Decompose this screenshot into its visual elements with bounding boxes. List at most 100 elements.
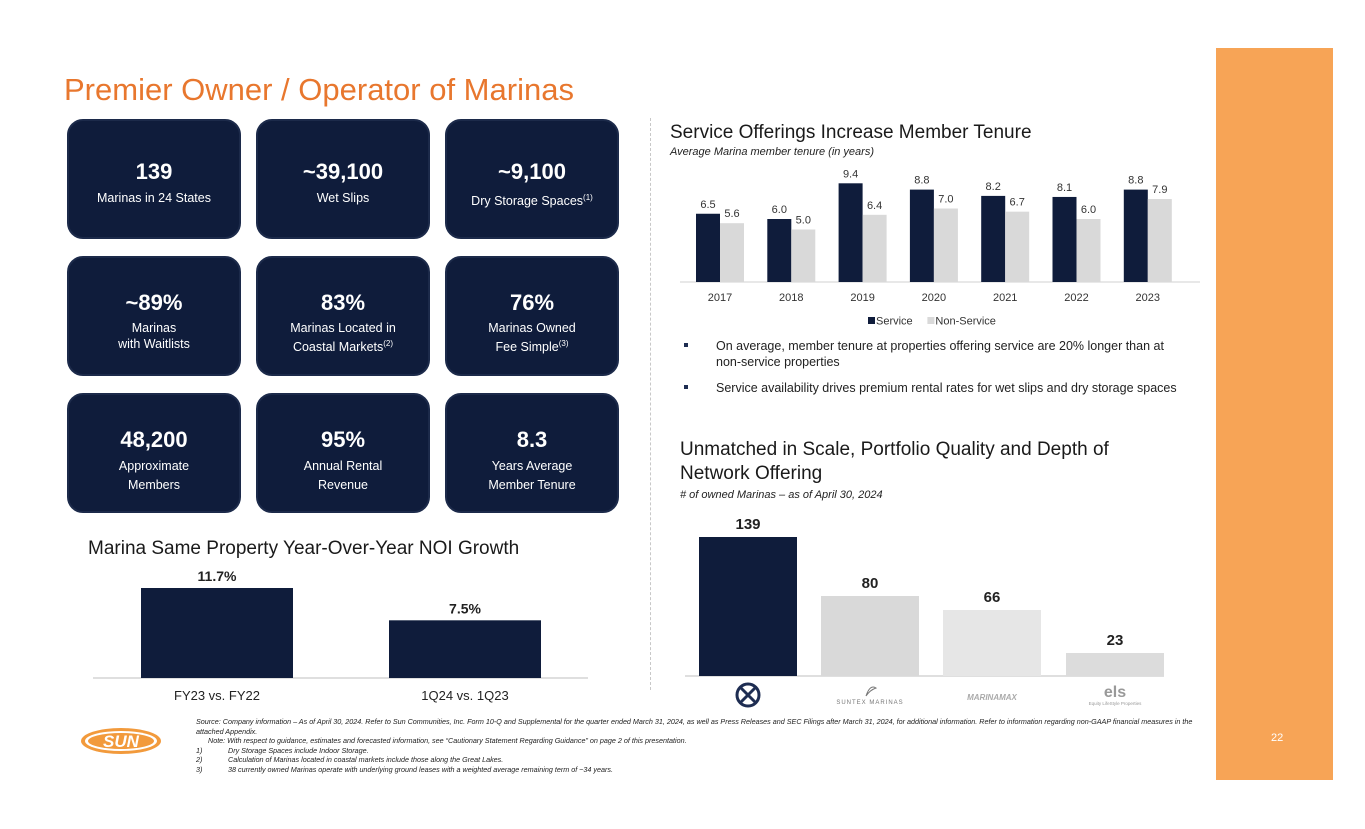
x-tick-label: 2021	[993, 292, 1017, 304]
data-label: 80	[862, 575, 879, 592]
stat-label-line2: with Waitlists	[118, 337, 190, 351]
bullet-marker	[684, 343, 688, 347]
bar-0	[141, 588, 293, 678]
x-tick-label: els	[1104, 684, 1126, 701]
data-label: 7.0	[938, 194, 953, 206]
page-number: 22	[1271, 732, 1284, 744]
stat-value: 48,200	[120, 427, 188, 452]
stat-label: Years Average	[491, 459, 573, 473]
data-label: 6.7	[1010, 197, 1025, 209]
bullet-list: On average, member tenure at properties …	[680, 338, 1180, 406]
data-label: 6.5	[700, 199, 715, 211]
legend-swatch	[927, 317, 935, 324]
stat-label-line2: Member Tenure	[488, 478, 576, 492]
data-label: 23	[1107, 632, 1124, 649]
footnote-ref: (2)	[383, 339, 394, 348]
scale-bar-chart: 139 80 66 23 SUNTEX MARINAS MARINAMAX elsEquit…	[685, 516, 1164, 708]
x-tick-label: 2019	[850, 292, 874, 304]
noi-bar-chart: 11.7% FY23 vs. FY22 7.5% 1Q24 vs. 1Q23	[93, 568, 588, 703]
sun-marinas-logo-stroke	[738, 685, 758, 705]
stat-value: 76%	[509, 290, 555, 315]
stat-card-fee-simple: 76% Marinas Owned Fee Simple(3)	[445, 256, 619, 376]
data-label: 8.8	[1128, 175, 1143, 187]
footnote-ref: (1)	[583, 193, 593, 202]
footnote-item: 1) Dry Storage Spaces include Indoor Stor…	[196, 745, 369, 755]
stat-label: Marinas	[131, 321, 177, 335]
x-tick-label: SUNTEX MARINAS	[836, 700, 903, 706]
stat-value: 8.3	[516, 427, 548, 452]
data-label: 8.2	[986, 181, 1001, 193]
bullet-text: Service availability drives premium rent…	[716, 381, 1177, 395]
sun-communities-logo: SUN	[81, 728, 161, 754]
bar-3	[1066, 653, 1164, 676]
stat-value: ~89%	[125, 290, 183, 315]
legend-label: Service	[876, 316, 913, 328]
bar-service-2023	[1123, 189, 1148, 282]
data-label: 7.9	[1152, 184, 1167, 196]
bar-2	[943, 610, 1041, 676]
stat-card-wet-slips: ~39,100 Wet Slips	[256, 119, 430, 239]
stat-label-line2: Fee Simple	[495, 340, 559, 355]
bar-non-service-2019	[862, 214, 887, 282]
stat-label: Dry Storage Spaces	[471, 194, 584, 209]
bar-1	[389, 620, 541, 678]
x-tick-label: 1Q24 vs. 1Q23	[421, 688, 508, 703]
footnote-source: Source: Company information – As of Apri…	[196, 717, 1193, 736]
footnote-item: 2) Calculation of Marinas located in coas…	[196, 755, 504, 765]
data-label: 139	[735, 516, 760, 533]
x-tick-label: 2023	[1136, 292, 1160, 304]
legend-swatch	[868, 317, 875, 324]
stat-label-line2: Revenue	[317, 478, 369, 492]
scale-heading-line2: Network Offering	[680, 463, 823, 484]
footnotes: Source: Company information – As of Apri…	[196, 717, 1206, 775]
stat-label-line2: Coastal Markets	[292, 340, 384, 355]
stat-value: 95%	[320, 427, 366, 452]
data-label: 6.4	[867, 200, 882, 212]
stat-value: 83%	[320, 290, 366, 315]
stat-card-marinas: 139 Marinas in 24 States	[67, 119, 241, 239]
bar-service-2020	[909, 189, 934, 282]
bar-service-2018	[767, 219, 792, 282]
sun-marinas-logo-icon	[735, 682, 761, 708]
bullet-text: On average, member tenure at properties …	[716, 339, 1164, 369]
stat-card-tenure: 8.3 Years Average Member Tenure	[445, 393, 619, 513]
bar-non-service-2020	[933, 208, 958, 282]
data-label: 66	[984, 589, 1001, 606]
bar-1	[821, 596, 919, 676]
data-label: 11.7%	[198, 568, 237, 584]
data-label: 5.6	[724, 208, 739, 220]
scale-heading-line1: Unmatched in Scale, Portfolio Quality an…	[680, 439, 1109, 460]
suntex-logo-icon	[865, 686, 878, 697]
scale-heading: Unmatched in Scale, Portfolio Quality an…	[680, 438, 1109, 486]
stat-value: ~39,100	[302, 159, 384, 184]
bar-0	[699, 537, 797, 676]
x-tick-label: 2018	[779, 292, 803, 304]
bar-non-service-2021	[1005, 211, 1030, 282]
bullet-item: On average, member tenure at properties …	[680, 338, 1180, 370]
tenure-heading: Service Offerings Increase Member Tenure	[670, 122, 1032, 143]
data-label: 9.4	[843, 168, 858, 180]
bar-non-service-2022	[1076, 219, 1101, 282]
x-tick-label: MARINAMAX	[967, 693, 1017, 702]
bullet-marker	[684, 385, 688, 389]
bar-non-service-2017	[720, 223, 744, 282]
data-label: 8.1	[1057, 182, 1072, 194]
stat-card-waitlists: ~89% Marinas with Waitlists	[67, 256, 241, 376]
bar-non-service-2023	[1147, 199, 1172, 282]
noi-heading: Marina Same Property Year-Over-Year NOI …	[88, 538, 520, 559]
tenure-subheading: Average Marina member tenure (in years)	[670, 146, 874, 158]
stat-label: Wet Slips	[316, 191, 370, 205]
x-tick-label: 2020	[922, 292, 946, 304]
legend-label: Non-Service	[935, 316, 996, 328]
stat-label: Annual Rental	[303, 459, 383, 473]
side-accent-bar	[1216, 48, 1333, 780]
stat-label: Marinas Located in	[290, 321, 396, 335]
tenure-bar-chart: 6.5 5.6 2017 6.0 5.0 2018 9.4 6.4 2019 8.8 7.0 2020…	[680, 168, 1200, 328]
x-tick-label: 2022	[1064, 292, 1088, 304]
stat-label: Marinas in 24 States	[97, 191, 211, 205]
page-title: Premier Owner / Operator of Marinas	[64, 72, 574, 107]
data-label: 6.0	[772, 204, 787, 216]
bar-service-2017	[696, 213, 720, 282]
footnote-item: 3) 38 currently owned Marinas operate wit…	[196, 764, 613, 774]
data-label: 8.8	[914, 175, 929, 187]
